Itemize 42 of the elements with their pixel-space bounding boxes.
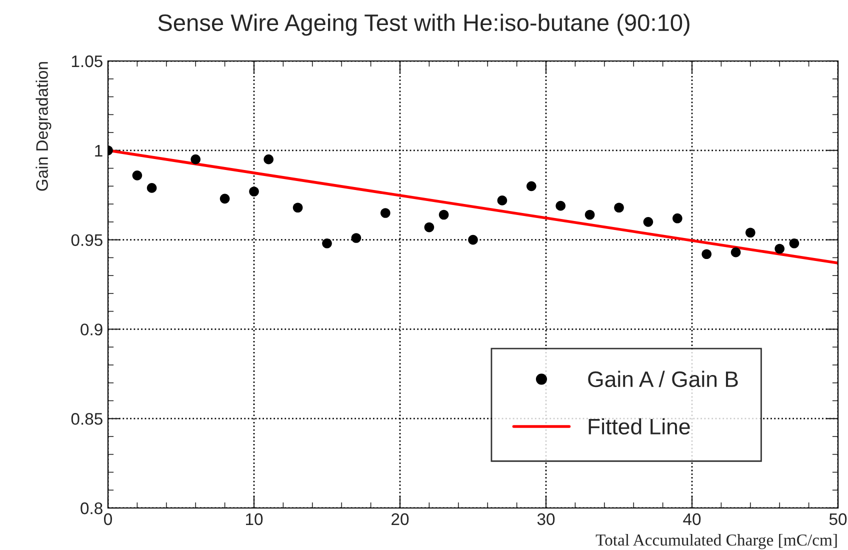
x-tick-label: 20 — [392, 513, 409, 526]
y-tick-label: 0.95 — [71, 234, 102, 246]
point — [614, 202, 624, 213]
point — [322, 238, 332, 248]
y-tick-label: 0.9 — [80, 324, 102, 336]
point — [249, 186, 259, 196]
point — [789, 238, 800, 248]
point — [264, 154, 274, 164]
point — [774, 244, 785, 254]
point — [672, 213, 682, 224]
point — [438, 210, 449, 220]
point — [556, 200, 566, 211]
point — [526, 181, 536, 192]
point — [497, 196, 508, 206]
point — [745, 228, 756, 238]
x-axis-title: Total Accumulated Charge [mC/cm] — [596, 534, 837, 550]
point — [380, 208, 390, 218]
x-tick-label: 30 — [537, 513, 555, 526]
point — [220, 194, 230, 204]
point — [468, 234, 478, 245]
point — [643, 217, 654, 227]
point — [292, 202, 303, 213]
point — [146, 183, 157, 193]
legend-label: Fitted Line — [588, 418, 690, 435]
point — [584, 210, 595, 220]
y-tick-label: 1 — [95, 144, 102, 156]
point — [702, 249, 712, 260]
point — [424, 222, 434, 232]
y-tick-label: 0.85 — [71, 413, 102, 425]
y-axis-title: Gain Degradation — [36, 62, 52, 191]
point — [730, 247, 741, 258]
x-tick-label: 0 — [104, 513, 112, 526]
point — [190, 154, 201, 164]
x-tick-label: 10 — [246, 513, 263, 526]
x-tick-label: 40 — [683, 513, 701, 526]
y-tick-label: 1.05 — [72, 55, 102, 68]
y-tick-label: 0.8 — [80, 502, 102, 514]
point — [132, 170, 142, 180]
x-tick-label: 50 — [829, 513, 847, 526]
legend-label: Gain A / Gain B — [588, 370, 738, 388]
point — [351, 233, 362, 243]
chart-title: Sense Wire Ageing Test with He:iso-butane (90:10) — [158, 14, 690, 36]
